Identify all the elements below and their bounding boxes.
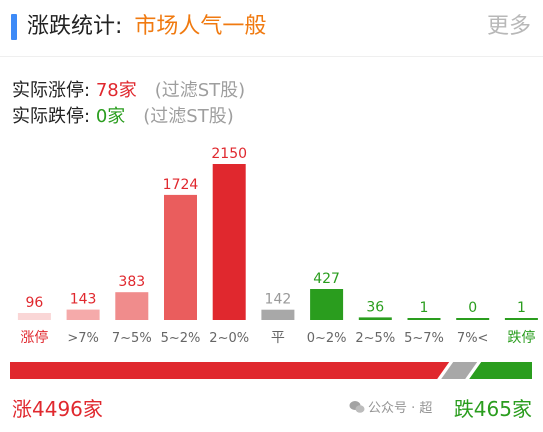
header: 涨跌统计: 市场人气一般 更多 [0,0,543,56]
category-label-7: 2~5% [355,331,395,346]
bar-value-label-3: 1724 [163,177,199,193]
category-label-6: 0~2% [307,331,347,346]
limit-down-value: 0家 [95,106,126,127]
bar-value-label-2: 383 [118,274,145,290]
category-label-0: 涨停 [20,329,48,346]
bar-9 [456,318,490,320]
bar-value-label-0: 96 [25,295,43,311]
bar-6 [310,289,344,320]
category-label-4: 2~0% [209,331,249,346]
bar-8 [407,318,441,320]
limit-down-note: (过滤ST股) [143,106,234,127]
bar-value-label-8: 1 [420,300,429,316]
flat-segment [441,362,478,379]
rise-total: 涨4496家 [12,397,103,421]
watermark: 公众号 · 超 [349,400,432,418]
rise-segment [10,362,450,379]
section-title: 涨跌统计: 市场人气一般 [27,12,266,42]
distribution-chart: 96 涨停 143 >7% 383 7~5% 1724 5~2% 2150 2~0% 142 平 427… [0,140,543,355]
bar-4 [212,164,246,320]
bar-2 [115,292,149,320]
bar-7 [358,317,392,320]
limit-up-stat: 实际涨停: 78家 (过滤ST股) [12,79,245,103]
bar-value-label-4: 2150 [211,146,247,162]
fall-total: 跌465家 [453,397,532,421]
wechat-icon [349,401,365,413]
category-label-9: 7%< [457,331,489,346]
rise-fall-ratio-bar [10,362,532,379]
category-label-8: 5~7% [404,331,444,346]
category-label-10: 跌停 [507,329,535,346]
market-sentiment: 市场人气一般 [134,14,267,39]
bar-value-label-9: 0 [468,300,477,316]
bar-3 [164,194,197,320]
category-label-1: >7% [67,331,99,346]
bar-1 [66,309,100,320]
limit-up-label: 实际涨停: [12,80,91,101]
bar-value-label-6: 427 [313,271,340,287]
limit-down-stat: 实际跌停: 0家 (过滤ST股) [12,105,234,129]
bar-5 [261,309,295,320]
more-link[interactable]: 更多 [486,14,531,39]
bar-10 [504,318,538,320]
title-text: 涨跌统计: [27,14,123,39]
limit-down-label: 实际跌停: [12,106,91,127]
bar-value-label-10: 1 [517,300,526,316]
category-label-5: 平 [271,330,285,346]
watermark-text: 公众号 · 超 [368,401,433,416]
fall-segment [469,362,532,379]
ratio-bar-svg [10,362,532,379]
category-label-3: 5~2% [161,331,201,346]
bar-value-label-1: 143 [70,292,97,308]
bar-value-label-5: 142 [265,292,292,308]
distribution-chart-svg: 96 涨停 143 >7% 383 7~5% 1724 5~2% 2150 2~0% 142 平 427… [17,146,538,346]
limit-up-note: (过滤ST股) [154,80,246,101]
title-accent-bar [11,14,17,40]
limit-up-value: 78家 [95,80,137,101]
footer: 涨4496家 公众号 · 超 跌465家 [0,392,543,432]
header-divider [0,56,543,57]
bar-0 [17,313,51,320]
bar-value-label-7: 36 [366,299,384,315]
category-label-2: 7~5% [112,331,152,346]
